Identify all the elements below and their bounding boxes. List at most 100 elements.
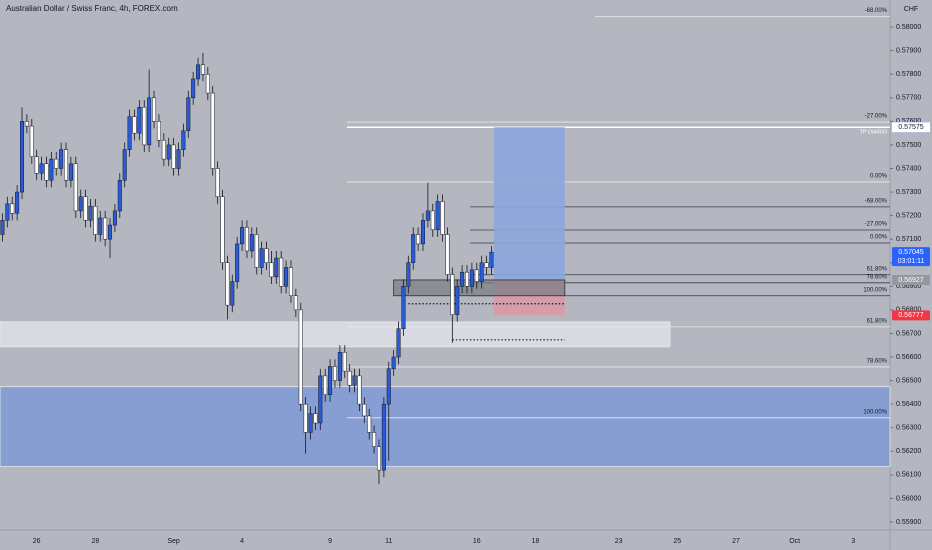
price-badge: [892, 310, 930, 321]
candle-body: [156, 121, 161, 141]
y-tick-label: 0.56800: [896, 307, 921, 314]
candle-body: [308, 413, 313, 433]
candle-body: [191, 78, 196, 99]
candle-body: [381, 403, 386, 471]
x-tick-label: 25: [673, 538, 681, 545]
candle-body: [215, 168, 220, 198]
target-zone: [493, 127, 565, 280]
fib-label: 78.60%: [867, 359, 888, 365]
y-tick-label: 0.56900: [896, 283, 921, 290]
candle-body: [78, 196, 83, 212]
y-tick-label: 0.56400: [896, 401, 921, 408]
candle-body: [181, 130, 186, 150]
candle-body: [450, 274, 455, 315]
y-tick-label: 0.58000: [896, 24, 921, 31]
candle-body: [24, 121, 29, 127]
candle-body: [479, 262, 484, 282]
candle-body: [122, 149, 127, 181]
fib-label: 61.80%: [867, 318, 888, 324]
candle-body: [244, 227, 249, 252]
candle-body: [108, 224, 113, 240]
candle-body: [210, 92, 215, 169]
candle-body: [127, 116, 132, 150]
candle-body: [230, 281, 235, 306]
y-tick-label: 0.57700: [896, 95, 921, 102]
x-tick-label: 4: [240, 538, 244, 545]
candle-body: [98, 217, 103, 235]
candle-body: [469, 269, 474, 287]
range-box: [393, 279, 566, 297]
candle-body: [112, 210, 117, 226]
candle-body: [376, 446, 381, 471]
candle-body: [284, 267, 289, 287]
tp-label: TP DIARIO: [860, 130, 888, 136]
candle-body: [39, 163, 44, 174]
x-tick-label: 16: [473, 538, 481, 545]
candle-body: [186, 97, 191, 132]
candle-body: [352, 375, 357, 386]
fib-label: 61.80%: [867, 266, 888, 272]
y-tick-label: 0.56100: [896, 472, 921, 479]
candle-body: [161, 139, 166, 160]
candle-body: [318, 375, 323, 424]
candle-body: [68, 163, 73, 181]
y-tick-label: 0.57600: [896, 118, 921, 125]
candle-body: [288, 267, 293, 297]
candle-body: [83, 196, 88, 221]
candle-body: [425, 210, 430, 221]
candle-body: [0, 220, 5, 235]
candle-body: [44, 163, 49, 181]
tp-badge-label: 0.57575: [898, 124, 923, 131]
candle-body: [15, 191, 20, 214]
candle-body: [303, 403, 308, 433]
candle-body: [117, 180, 122, 212]
fib-label: -27.00%: [865, 114, 888, 120]
price-badge-label: 0.56777: [898, 312, 923, 319]
y-tick-label: 0.57400: [896, 165, 921, 172]
candle-body: [132, 116, 137, 134]
candle-body: [342, 352, 347, 372]
candle-body: [137, 106, 142, 134]
y-tick-label: 0.57900: [896, 48, 921, 55]
candle-body: [357, 375, 362, 405]
fib-label: -27.00%: [865, 222, 888, 228]
currency-label: CHF: [904, 6, 918, 13]
candle-body: [440, 201, 445, 235]
y-tick-label: 0.57800: [896, 71, 921, 78]
zone: [0, 321, 671, 348]
candle-body: [293, 295, 298, 311]
candle-body: [430, 210, 435, 231]
y-tick-label: 0.56000: [896, 495, 921, 502]
candle-body: [88, 205, 93, 221]
candle-body: [176, 149, 181, 169]
candle-body: [313, 413, 318, 424]
candle-body: [264, 248, 269, 264]
candle-body: [328, 366, 333, 395]
tp-badge: [892, 122, 930, 133]
candle-body: [455, 286, 460, 315]
candle-body: [240, 227, 245, 245]
candle-body: [489, 251, 494, 268]
candle-body: [235, 243, 240, 282]
y-tick-label: 0.57300: [896, 189, 921, 196]
candle-body: [323, 375, 328, 395]
candle-body: [420, 220, 426, 245]
candle-body: [171, 144, 176, 169]
y-tick-label: 0.56700: [896, 330, 921, 337]
candle-body: [10, 203, 15, 214]
y-tick-label: 0.56200: [896, 448, 921, 455]
candle-body: [464, 271, 470, 287]
candle-body: [337, 352, 342, 381]
candle-body: [391, 356, 396, 370]
y-tick-label: 0.56300: [896, 425, 921, 432]
x-tick-label: 9: [328, 538, 332, 545]
candle-body: [274, 257, 279, 278]
candle-body: [103, 217, 108, 240]
y-tick-label: 0.56500: [896, 377, 921, 384]
countdown: 03:01:11: [898, 258, 925, 265]
x-tick-label: 23: [615, 538, 623, 545]
candle-body: [196, 64, 201, 80]
price-badge-label: 0.57045: [898, 249, 923, 256]
plot: 0.55900 0.56000 0.56100 0.56200 0.56300 0.564…: [0, 8, 921, 545]
y-tick-label: 0.56600: [896, 354, 921, 361]
